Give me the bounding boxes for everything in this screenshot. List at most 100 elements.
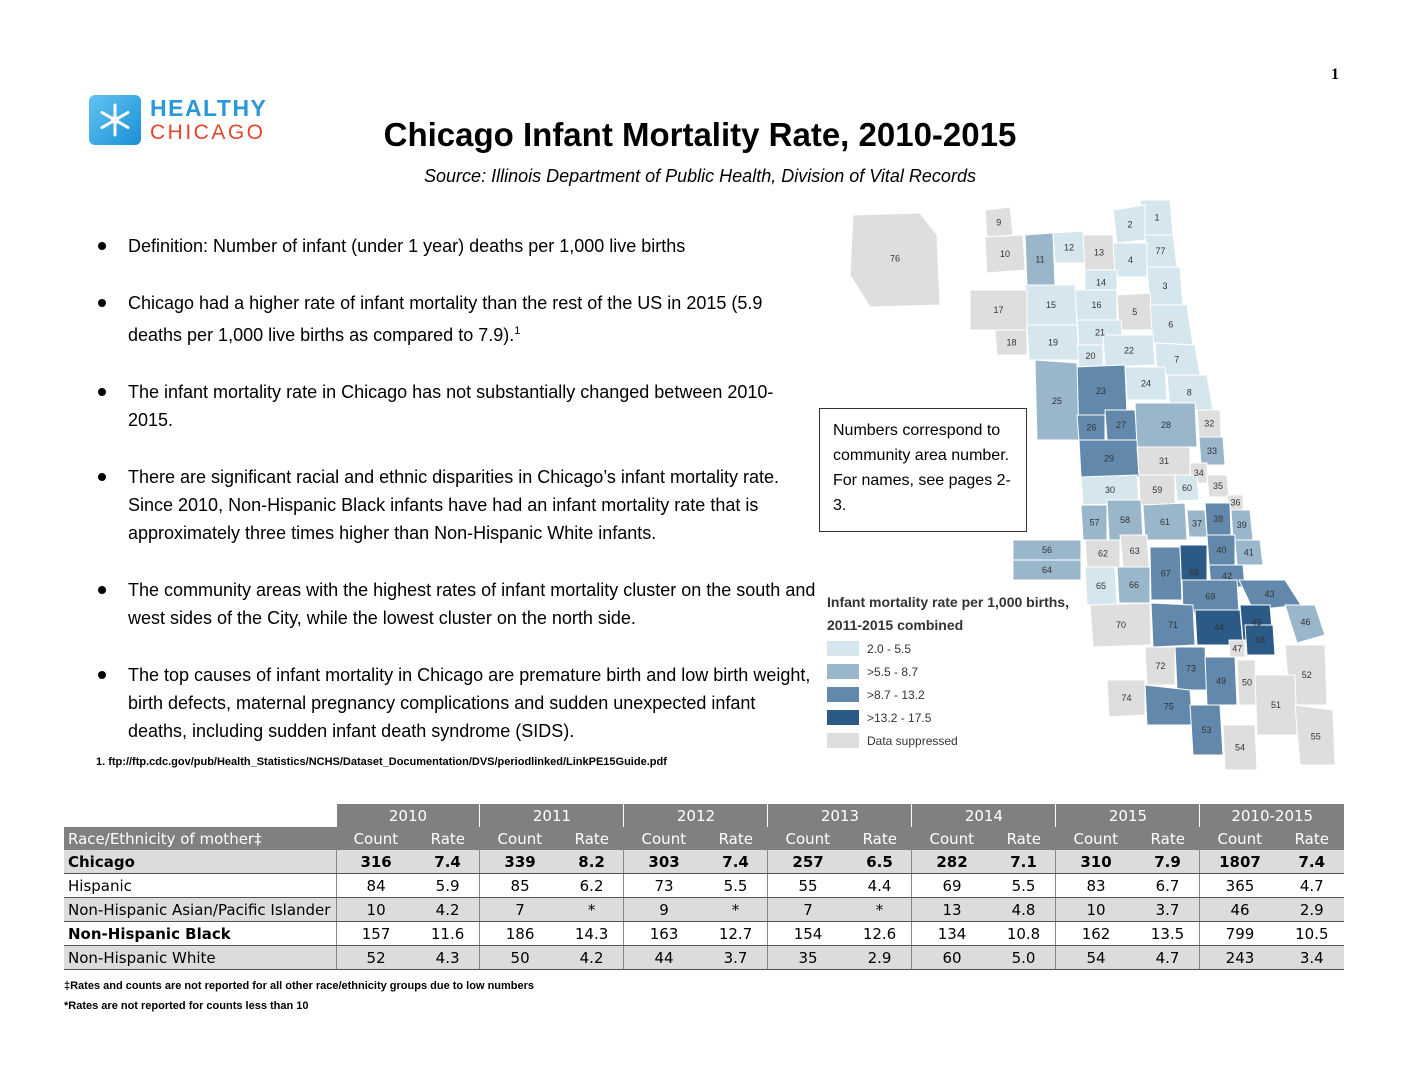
community-area-label: 27 bbox=[1116, 420, 1126, 430]
community-area-label: 37 bbox=[1192, 519, 1202, 529]
community-area-label: 50 bbox=[1242, 678, 1252, 688]
bullet-item: The community areas with the highest rat… bbox=[96, 576, 816, 632]
rate-cell: 7.4 bbox=[415, 850, 480, 874]
count-cell: 35 bbox=[767, 945, 848, 970]
community-area-label: 18 bbox=[1006, 338, 1016, 348]
community-area-4 bbox=[1112, 242, 1148, 278]
community-area-label: 31 bbox=[1159, 456, 1169, 466]
year-header: 2010 bbox=[335, 804, 480, 827]
row-label: Hispanic bbox=[64, 873, 336, 898]
rate-cell: 3.4 bbox=[1279, 945, 1344, 970]
count-header: Count bbox=[1055, 827, 1136, 850]
community-area-label: 73 bbox=[1186, 664, 1196, 674]
bullet-item: The infant mortality rate in Chicago has… bbox=[96, 378, 816, 434]
rate-cell: 4.7 bbox=[1279, 873, 1344, 898]
rate-cell: 13.5 bbox=[1135, 921, 1200, 946]
count-cell: 154 bbox=[767, 921, 848, 946]
rate-cell: 5.5 bbox=[703, 873, 768, 898]
bullet-dot bbox=[98, 242, 106, 250]
community-area-label: 2 bbox=[1127, 220, 1132, 230]
legend-item: >13.2 - 17.5 bbox=[827, 706, 1077, 729]
count-cell: 52 bbox=[335, 945, 416, 970]
community-area-label: 13 bbox=[1094, 248, 1104, 258]
community-area-label: 9 bbox=[996, 217, 1001, 227]
count-cell: 46 bbox=[1199, 897, 1280, 922]
count-cell: 84 bbox=[335, 873, 416, 898]
legend-label: >5.5 - 8.7 bbox=[867, 664, 919, 679]
rate-header: Rate bbox=[847, 827, 912, 850]
rate-cell: * bbox=[559, 897, 624, 922]
table-row: Chicago 316 7.4 339 8.2 303 7.4 257 6.5 282 7.1 310… bbox=[64, 850, 1344, 874]
community-area-24 bbox=[1124, 366, 1168, 401]
rate-cell: 12.6 bbox=[847, 921, 912, 946]
rate-header: Rate bbox=[559, 827, 624, 850]
rate-cell: 5.9 bbox=[415, 873, 480, 898]
rate-cell: 10.5 bbox=[1279, 921, 1344, 946]
page-number: 1 bbox=[1331, 66, 1339, 83]
community-area-label: 60 bbox=[1182, 483, 1192, 493]
year-header-row: 2010 2011 2012 2013 2014 2015 2010-2015 bbox=[64, 804, 1344, 827]
community-area-54 bbox=[1222, 724, 1258, 771]
community-area-label: 26 bbox=[1086, 423, 1096, 433]
year-header: 2012 bbox=[623, 804, 768, 827]
rate-cell: 7.9 bbox=[1135, 850, 1200, 874]
count-cell: 73 bbox=[623, 873, 704, 898]
legend-swatch bbox=[827, 733, 859, 748]
community-area-label: 36 bbox=[1230, 498, 1240, 508]
mortality-table: 2010 2011 2012 2013 2014 2015 2010-2015 … bbox=[64, 804, 1344, 970]
community-area-label: 57 bbox=[1089, 518, 1099, 528]
community-area-74 bbox=[1106, 679, 1146, 718]
community-area-61 bbox=[1142, 502, 1188, 541]
community-area-label: 48 bbox=[1255, 635, 1265, 645]
year-header: 2014 bbox=[911, 804, 1056, 827]
community-area-label: 29 bbox=[1104, 454, 1114, 464]
count-header: Count bbox=[911, 827, 992, 850]
community-area-label: 16 bbox=[1091, 300, 1101, 310]
logo-line-1: HEALTHY bbox=[150, 95, 268, 121]
community-area-71 bbox=[1150, 602, 1196, 648]
rate-header: Rate bbox=[1135, 827, 1200, 850]
map-callout: Numbers correspond to community area num… bbox=[819, 408, 1027, 532]
community-area-label: 24 bbox=[1141, 379, 1151, 389]
community-area-label: 30 bbox=[1105, 485, 1115, 495]
count-cell: 85 bbox=[479, 873, 560, 898]
rate-cell: 12.7 bbox=[703, 921, 768, 946]
legend-swatch bbox=[827, 710, 859, 725]
legend-item: Data suppressed bbox=[827, 729, 1077, 752]
count-cell: 60 bbox=[911, 945, 992, 970]
year-header: 2015 bbox=[1055, 804, 1200, 827]
count-cell: 55 bbox=[767, 873, 848, 898]
bullet-item: Definition: Number of infant (under 1 ye… bbox=[96, 232, 816, 260]
count-cell: 134 bbox=[911, 921, 992, 946]
race-ethnicity-header: Race/Ethnicity of mother‡ bbox=[64, 827, 336, 850]
rate-cell: * bbox=[847, 897, 912, 922]
community-area-41 bbox=[1234, 539, 1264, 566]
bullet-dot bbox=[98, 473, 106, 481]
community-area-28 bbox=[1134, 402, 1198, 448]
count-cell: 83 bbox=[1055, 873, 1136, 898]
rate-cell: 4.3 bbox=[415, 945, 480, 970]
community-area-label: 21 bbox=[1095, 328, 1105, 338]
table-row: Non-Hispanic Asian/Pacific Islander 10 4.2… bbox=[64, 897, 1344, 922]
rate-cell: 7.4 bbox=[1279, 850, 1344, 874]
community-area-10 bbox=[984, 234, 1026, 274]
community-area-label: 42 bbox=[1222, 571, 1232, 581]
rate-cell: 4.2 bbox=[415, 897, 480, 922]
rate-cell: 4.2 bbox=[559, 945, 624, 970]
community-area-55 bbox=[1294, 704, 1335, 766]
rate-cell: 4.8 bbox=[991, 897, 1056, 922]
community-area-label: 17 bbox=[993, 305, 1003, 315]
community-area-18 bbox=[994, 329, 1028, 356]
count-cell: 243 bbox=[1199, 945, 1280, 970]
community-area-label: 22 bbox=[1124, 346, 1134, 356]
blank-cell bbox=[64, 804, 336, 827]
row-label: Non-Hispanic Black bbox=[64, 921, 336, 946]
rate-cell: 7.4 bbox=[703, 850, 768, 874]
count-header: Count bbox=[336, 827, 416, 850]
community-area-label: 70 bbox=[1116, 620, 1126, 630]
legend-swatch bbox=[827, 664, 859, 679]
bullet-item: The top causes of infant mortality in Ch… bbox=[96, 661, 816, 745]
count-header: Count bbox=[1199, 827, 1280, 850]
rate-header: Rate bbox=[703, 827, 768, 850]
count-cell: 310 bbox=[1055, 850, 1136, 874]
